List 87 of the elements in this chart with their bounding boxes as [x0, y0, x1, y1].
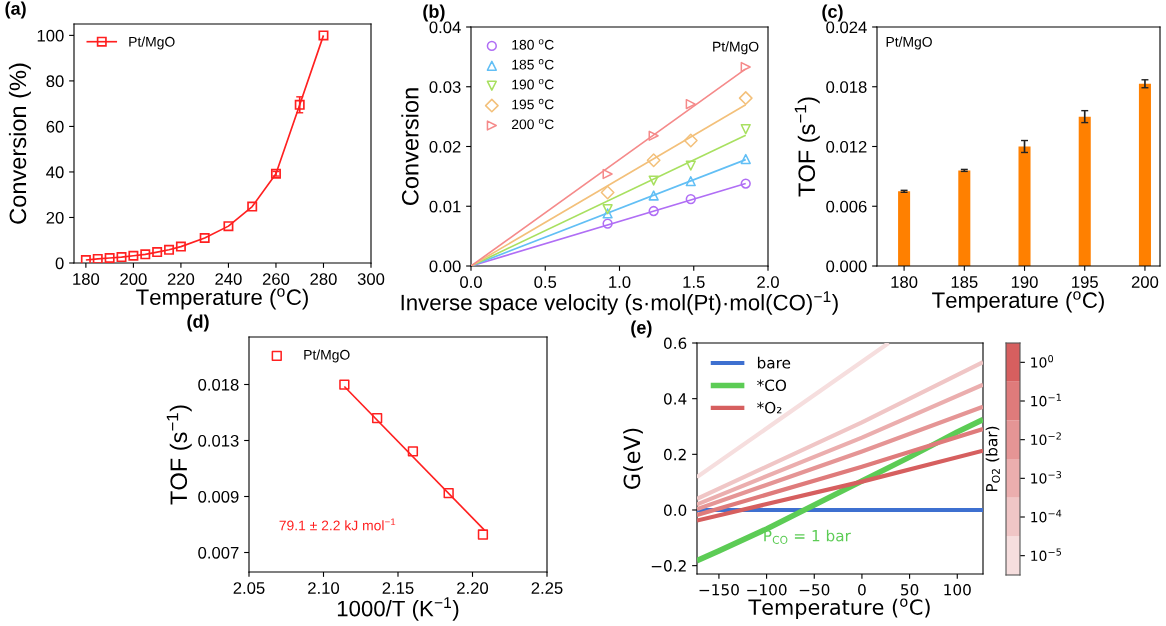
text: 10$^{−5}$ [1031, 548, 1062, 562]
x-tick-label: 2.15 [382, 582, 414, 594]
x-tick-label: 280 [310, 273, 337, 285]
x-tick-label: 180 [891, 276, 918, 288]
x-tick-label: −100 [747, 583, 787, 596]
x-tick-label: −150 [699, 583, 739, 596]
x-axis-title: Inverse space velocity (s·mol(Pt)·mol(CO)$^{−1}$) [401, 291, 838, 315]
legend-label: 200 $^{o}$C [511, 118, 554, 130]
y-tick-label: 0.0 [663, 504, 687, 517]
x-tick-label: 0.5 [534, 276, 557, 288]
x-axis-title: Temperature ($^{o}$C) [748, 598, 930, 619]
x-tick-label: 2.20 [457, 582, 489, 594]
x-tick-label: 190 [1011, 276, 1038, 288]
legend-label: *CO [757, 379, 787, 391]
y-tick-label: −0.2 [651, 560, 686, 572]
y-tick-label: 0.00 [429, 260, 461, 273]
legend-label: *O₂ [757, 401, 782, 414]
y-tick-label: 0.024 [826, 21, 867, 34]
x-tick-label: 240 [215, 273, 242, 285]
y-axis-title: Conversion [401, 88, 419, 206]
legend-label: 195 $^{o}$C [512, 98, 554, 110]
x-tick-label: 0.0 [460, 276, 482, 288]
legend-label: Pt/MgO [129, 36, 175, 50]
x-tick-label: 185 [951, 276, 978, 288]
x-tick-label: −50 [799, 583, 830, 596]
y-tick-label: 0.6 [663, 337, 687, 350]
y-tick-label: 60 [46, 120, 64, 133]
y-tick-label: 0.009 [198, 490, 239, 503]
x-axis-title: Temperature ($^{o}$C) [136, 288, 308, 310]
y-tick-label: 0.03 [429, 81, 461, 93]
x-tick-label: 1.5 [683, 276, 705, 288]
chart-title: (d) [187, 314, 209, 332]
y-axis-title: G(eV) [623, 428, 643, 489]
x-axis-title: 1000/T (K$^{−1}$) [337, 597, 459, 621]
y-axis-title: Conversion (%) [8, 63, 31, 224]
chart-title: (e) [631, 320, 652, 338]
legend-label: 185 $^{o}$C [512, 59, 554, 70]
y-tick-label: 0.04 [429, 21, 461, 34]
y-tick-label: 100 [37, 29, 64, 42]
x-tick-label: 100 [944, 583, 971, 596]
text: 10$^{−2}$ [1031, 432, 1061, 446]
chart-title: (b) [423, 4, 445, 22]
legend-label: 180 $^{o}$C [512, 39, 554, 50]
legend-label: 190 $^{o}$C [512, 78, 554, 90]
y-tick-label: 0.000 [826, 260, 867, 273]
x-tick-label: 200 [1131, 276, 1159, 288]
text: 10$^{−1}$ [1031, 393, 1061, 407]
x-tick-label: 2.05 [233, 582, 265, 594]
x-tick-label: 2.10 [308, 582, 340, 594]
annotation: Pt/MgO [886, 36, 932, 50]
y-tick-label: 0.4 [663, 393, 687, 405]
x-tick-label: 180 [73, 273, 100, 285]
y-tick-label: 80 [46, 75, 64, 88]
x-axis-title: Temperature ($^{o}$C) [932, 291, 1104, 313]
text: 10$^{−3}$ [1031, 470, 1062, 484]
x-tick-label: 195 [1072, 276, 1098, 288]
text: 10$^{−4}$ [1031, 509, 1062, 523]
annotation: 79.1 ± 2.2 kJ mol$^{−1}$ [279, 518, 396, 531]
y-tick-label: 0.007 [198, 546, 239, 559]
x-tick-label: 50 [901, 583, 919, 596]
y-axis-title: TOF (s$^{−1}$) [166, 405, 192, 505]
x-tick-label: 260 [262, 273, 290, 285]
y-tick-label: 0.013 [198, 434, 239, 447]
y-tick-label: 40 [46, 166, 64, 179]
x-tick-label: 2.0 [757, 276, 779, 288]
color-bar-title: P$_{O2}$ (bar) [985, 426, 1000, 492]
y-tick-label: 0 [55, 257, 64, 270]
legend-label: Pt/MgO [304, 349, 350, 363]
legend-label: bare [757, 356, 791, 369]
chart-title: (c) [822, 4, 843, 22]
x-tick-label: 2.25 [531, 582, 563, 594]
annotation: Pt/MgO [713, 41, 759, 55]
text: 10$^{0}$ [1031, 354, 1054, 368]
y-tick-label: 0.018 [198, 378, 239, 391]
x-tick-label: 220 [167, 273, 195, 285]
y-axis-title: TOF (s$^{−1}$) [794, 97, 820, 197]
y-tick-label: 0.02 [429, 140, 461, 153]
y-tick-label: 0.2 [663, 448, 686, 461]
x-tick-label: 1.0 [609, 276, 631, 288]
x-tick-label: 200 [120, 273, 147, 285]
chart-title: (a) [5, 1, 26, 19]
x-tick-label: 300 [357, 273, 385, 285]
y-tick-label: 20 [46, 211, 64, 224]
y-tick-label: 0.006 [826, 200, 867, 213]
y-tick-label: 0.018 [826, 81, 867, 93]
y-tick-label: 0.01 [429, 200, 461, 213]
y-tick-label: 0.012 [826, 140, 867, 153]
